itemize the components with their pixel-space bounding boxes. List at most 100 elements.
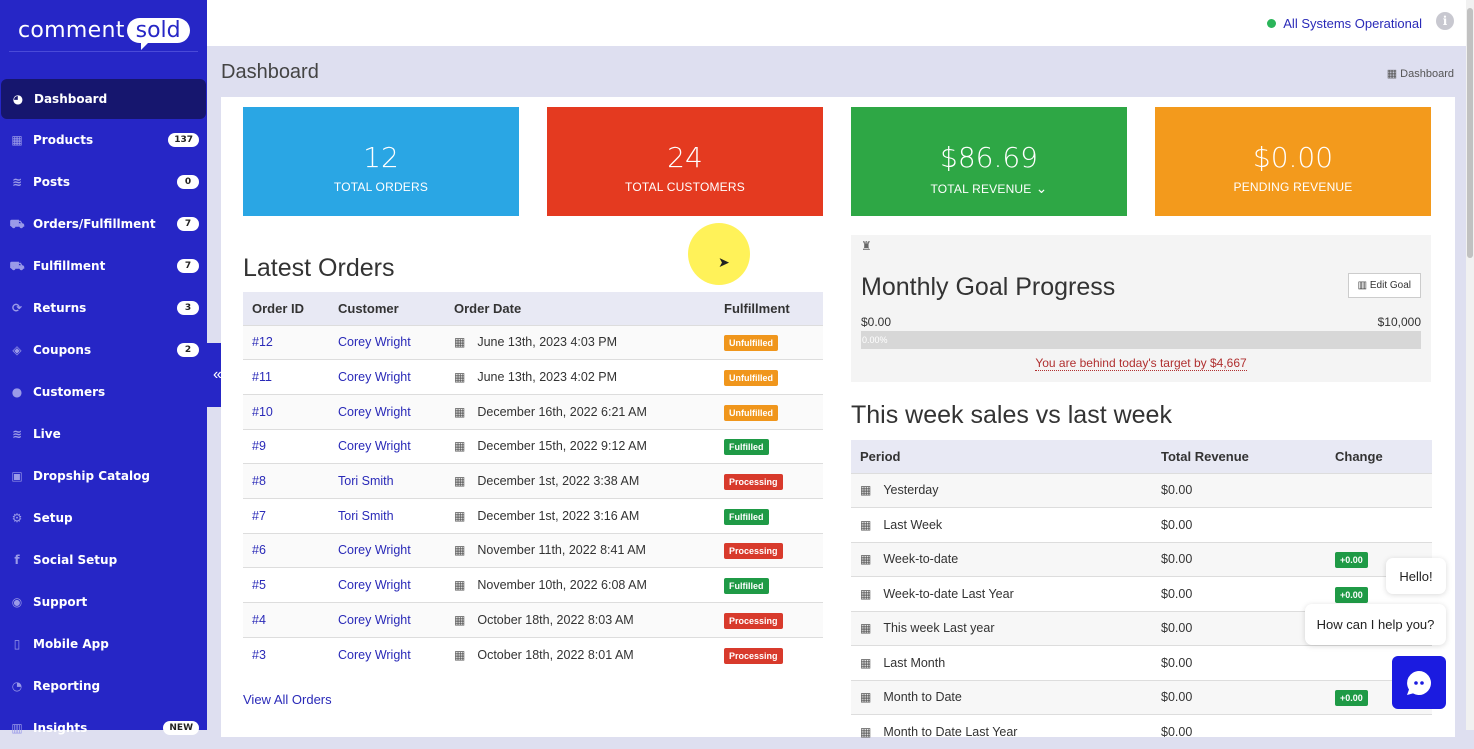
order-id-link[interactable]: #9	[252, 439, 266, 453]
order-id-cell: #7	[243, 498, 329, 533]
fulfillment-status-badge: Fulfilled	[724, 578, 769, 594]
customer-link[interactable]: Corey Wright	[338, 648, 411, 662]
customer-link[interactable]: Tori Smith	[338, 474, 394, 488]
revenue-value: $0.00	[1161, 518, 1192, 532]
customer-link[interactable]: Corey Wright	[338, 543, 411, 557]
change-cell	[1326, 715, 1432, 749]
calendar-icon: ▦	[454, 613, 465, 627]
revenue-cell: $0.00	[1152, 508, 1326, 543]
info-icon[interactable]: i	[1436, 12, 1454, 30]
topbar: All Systems Operational i	[207, 0, 1474, 46]
sidebar-item-dropship-catalog[interactable]: ▣Dropship Catalog	[0, 455, 207, 497]
fulfillment-status-badge: Unfulfilled	[724, 335, 778, 351]
order-id-link[interactable]: #12	[252, 335, 273, 349]
customer-cell: Corey Wright	[329, 325, 445, 360]
sidebar-item-mobile-app[interactable]: ▯Mobile App	[0, 623, 207, 665]
customer-cell: Tori Smith	[329, 464, 445, 499]
sidebar-item-social-setup[interactable]: f Social Setup	[0, 539, 207, 581]
truck-icon: ⛟	[9, 217, 25, 231]
target-message-row: You are behind today's target by $4,667	[851, 356, 1431, 370]
sidebar-item-setup[interactable]: ⚙Setup	[0, 497, 207, 539]
view-all-orders-link[interactable]: View All Orders	[243, 692, 332, 707]
order-date-cell: ▦December 1st, 2022 3:16 AM	[445, 498, 715, 533]
facebook-icon: f	[9, 553, 25, 567]
sidebar-item-customers[interactable]: ●Customers	[0, 371, 207, 413]
sidebar-item-live[interactable]: ≋Live	[0, 413, 207, 455]
revenue-value: $0.00	[1161, 621, 1192, 635]
customer-link[interactable]: Corey Wright	[338, 370, 411, 384]
bar-chart-icon: ▥	[9, 721, 25, 735]
order-id-link[interactable]: #11	[252, 370, 272, 384]
change-badge: +0.00	[1335, 690, 1368, 706]
page-scrollbar[interactable]	[1466, 0, 1474, 730]
customer-link[interactable]: Corey Wright	[338, 613, 411, 627]
sidebar-item-label: Fulfillment	[33, 259, 105, 273]
customer-link[interactable]: Corey Wright	[338, 335, 411, 349]
count-badge: NEW	[163, 721, 199, 735]
calendar-icon: ▦	[454, 405, 465, 419]
commentsold-logo[interactable]: comment sold	[18, 18, 190, 43]
sidebar-item-label: Coupons	[33, 343, 91, 357]
order-id-cell: #4	[243, 603, 329, 638]
stat-label: TOTAL ORDERS	[334, 180, 428, 194]
goal-max: $10,000	[1378, 315, 1421, 329]
calendar-icon: ▦	[860, 587, 871, 601]
col-order-date: Order Date	[445, 292, 715, 325]
customer-cell: Corey Wright	[329, 533, 445, 568]
order-date: June 13th, 2023 4:02 PM	[477, 370, 617, 384]
order-id-link[interactable]: #10	[252, 405, 273, 419]
order-id-link[interactable]: #3	[252, 648, 266, 662]
status-text: All Systems Operational	[1283, 16, 1422, 31]
stat-label: TOTAL REVENUE	[930, 182, 1031, 196]
edit-goal-button[interactable]: ▥ Edit Goal	[1348, 273, 1421, 298]
customer-link[interactable]: Corey Wright	[338, 578, 411, 592]
order-id-link[interactable]: #7	[252, 509, 266, 523]
period-label: Week-to-date Last Year	[883, 587, 1013, 601]
sidebar-item-dashboard[interactable]: ◕Dashboard	[1, 79, 206, 119]
bar-chart-icon: ▥	[1358, 280, 1370, 291]
order-id-link[interactable]: #8	[252, 474, 266, 488]
sidebar-item-reporting[interactable]: ◔Reporting	[0, 665, 207, 707]
revenue-value: $0.00	[1161, 725, 1192, 739]
latest-orders-table: Order ID Customer Order Date Fulfillment…	[243, 292, 823, 672]
order-id-link[interactable]: #5	[252, 578, 266, 592]
order-id-cell: #3	[243, 637, 329, 672]
rss-icon: ≋	[9, 427, 25, 441]
money-bag-icon: ♜	[861, 239, 872, 253]
gears-icon: ⚙	[9, 511, 25, 525]
fulfillment-cell: Processing	[715, 603, 823, 638]
breadcrumb[interactable]: ▦ Dashboard	[1387, 67, 1454, 80]
chat-help-bubble[interactable]: How can I help you?	[1305, 604, 1446, 645]
customer-link[interactable]: Corey Wright	[338, 439, 411, 453]
scrollbar-thumb[interactable]	[1467, 8, 1473, 258]
order-id-link[interactable]: #6	[252, 543, 266, 557]
customer-link[interactable]: Corey Wright	[338, 405, 411, 419]
chat-hello-bubble[interactable]: Hello!	[1386, 558, 1446, 594]
period-label: Last Month	[883, 656, 945, 670]
chat-launcher-button[interactable]	[1392, 656, 1446, 709]
col-order-id: Order ID	[243, 292, 329, 325]
goal-min: $0.00	[861, 315, 891, 329]
system-status-link[interactable]: All Systems Operational	[1267, 16, 1422, 31]
customer-link[interactable]: Tori Smith	[338, 509, 394, 523]
order-id-link[interactable]: #4	[252, 613, 266, 627]
sidebar-item-label: Social Setup	[33, 553, 117, 567]
sidebar-item-support[interactable]: ◉Support	[0, 581, 207, 623]
order-date-cell: ▦October 18th, 2022 8:01 AM	[445, 637, 715, 672]
chevron-down-icon[interactable]: ⌄	[1032, 180, 1048, 196]
change-cell	[1326, 473, 1432, 508]
calendar-icon: ▦	[454, 509, 465, 523]
col-total-revenue: Total Revenue	[1152, 440, 1326, 473]
